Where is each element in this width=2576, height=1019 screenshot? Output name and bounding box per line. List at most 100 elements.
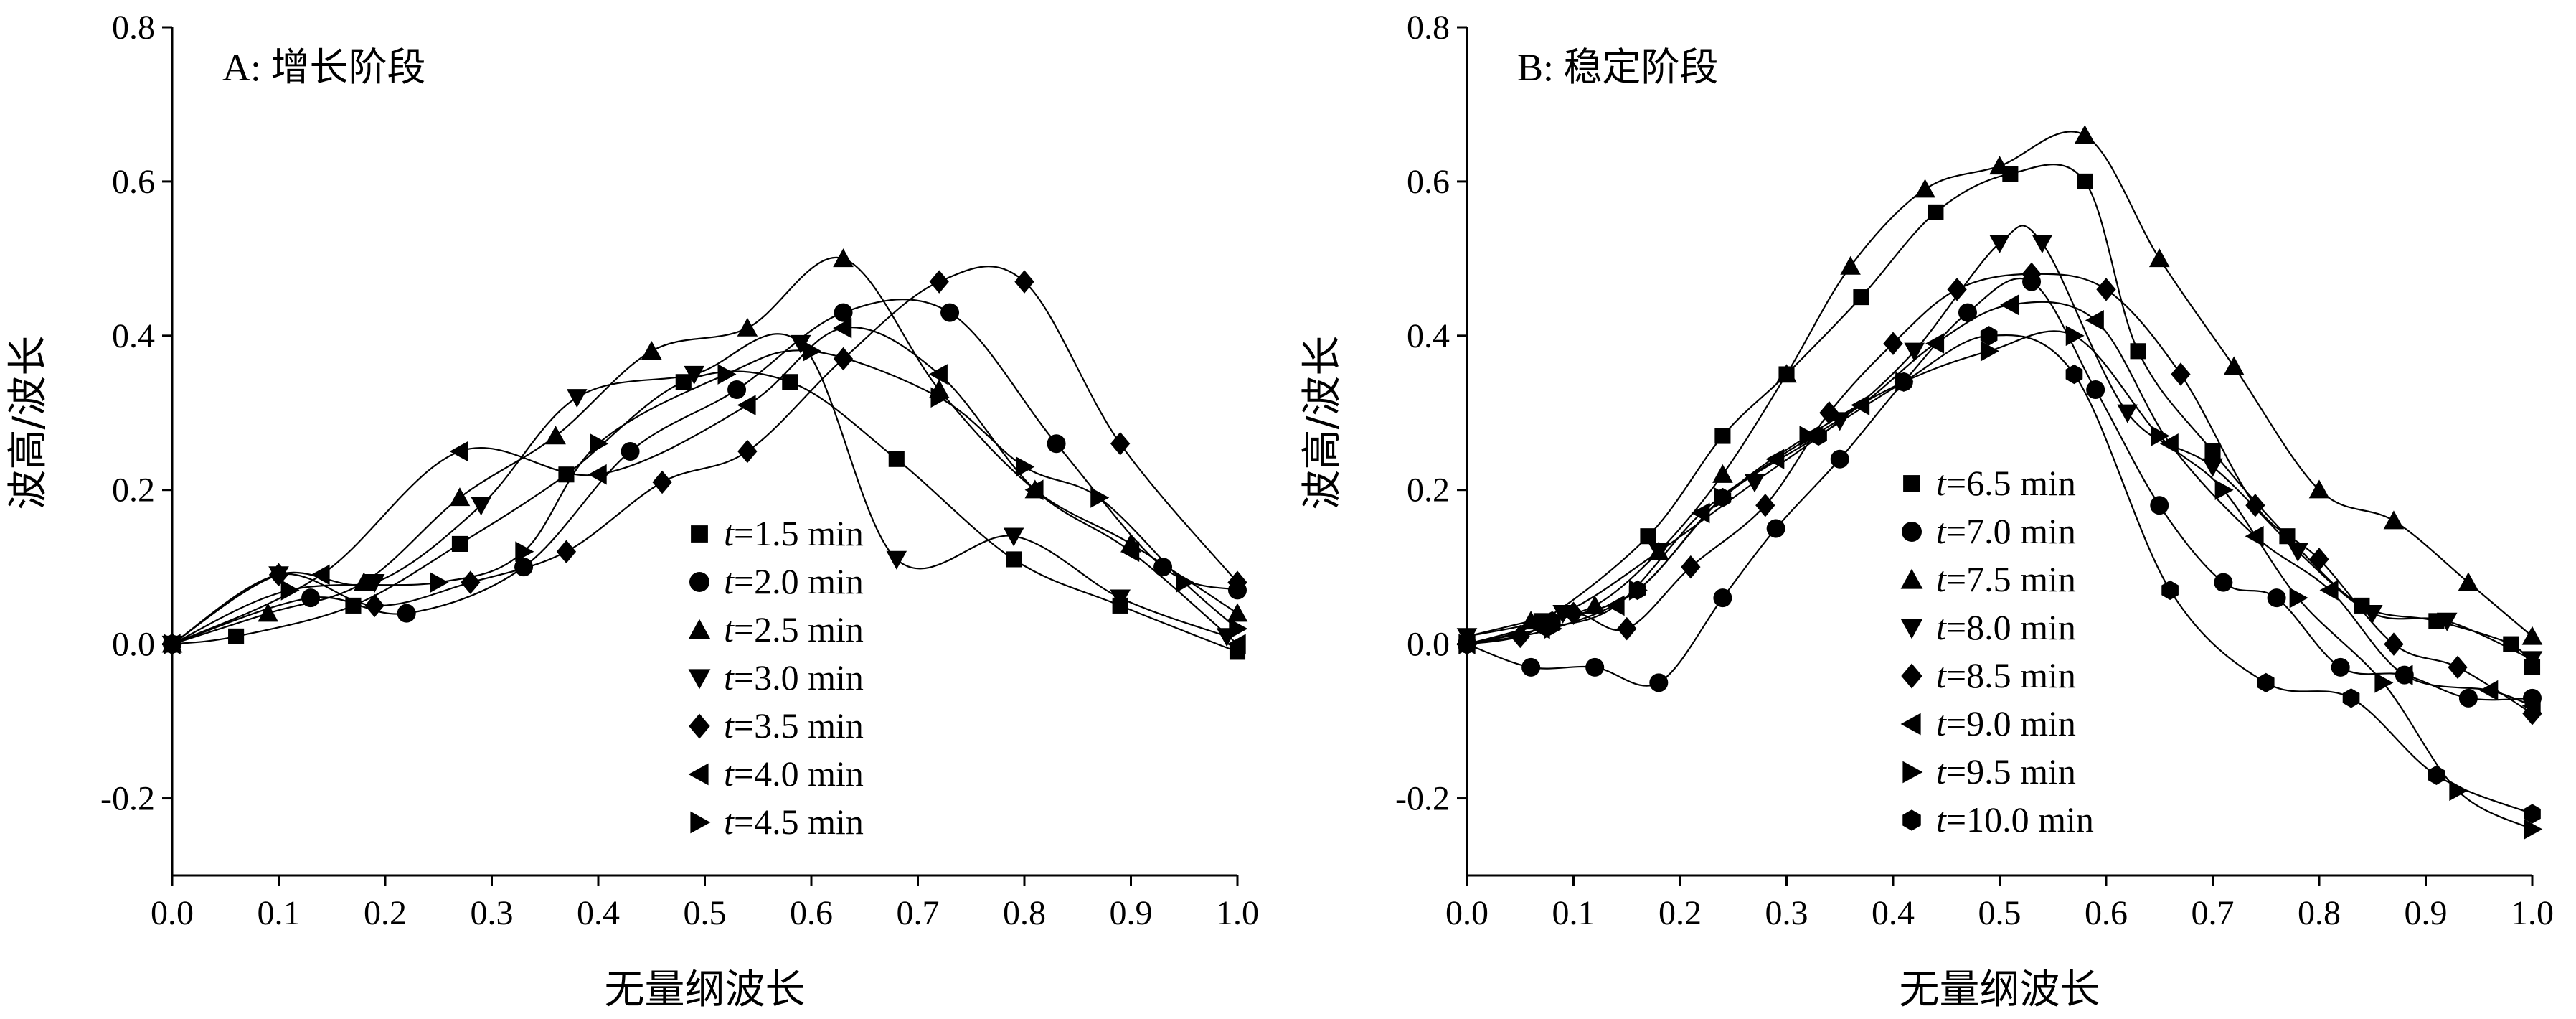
data-point xyxy=(1649,673,1669,692)
y-tick-label: -0.2 xyxy=(1395,780,1450,818)
panel-title: A: 增长阶段 xyxy=(222,46,426,89)
series-triangle-down xyxy=(161,333,1237,654)
data-point xyxy=(737,317,758,337)
data-point xyxy=(301,588,321,608)
series-line xyxy=(171,327,1238,645)
series-line xyxy=(171,349,1238,645)
data-point xyxy=(2331,657,2350,677)
legend-series-name: =3.5 min xyxy=(734,705,864,746)
data-point xyxy=(1110,589,1131,609)
data-point xyxy=(228,628,245,644)
data-point xyxy=(2308,479,2330,499)
series-line xyxy=(171,299,1238,645)
x-tick-label: 1.0 xyxy=(2511,894,2554,932)
x-tick-label: 0.2 xyxy=(364,894,407,932)
x-tick-label: 0.3 xyxy=(1765,894,1808,932)
data-point xyxy=(1947,278,1967,301)
data-point xyxy=(1521,657,1541,677)
data-point xyxy=(2214,573,2233,592)
data-point xyxy=(2223,356,2245,375)
data-point xyxy=(621,442,640,461)
data-point xyxy=(1776,364,1797,383)
legend-series-name: =1.5 min xyxy=(734,513,864,553)
data-point xyxy=(2000,294,2019,316)
x-tick-label: 0.1 xyxy=(258,894,301,932)
x-tick-label: 0.4 xyxy=(1872,894,1915,932)
data-point xyxy=(364,593,384,618)
data-point xyxy=(1691,502,1710,524)
legend-t-symbol: t xyxy=(1936,751,1947,792)
data-point xyxy=(737,395,756,415)
data-point xyxy=(717,364,737,385)
data-point xyxy=(886,550,907,570)
data-point xyxy=(2202,458,2223,477)
legend-item: t=3.5 min xyxy=(689,705,864,746)
legend-item: t=7.5 min xyxy=(1900,559,2076,599)
legend-item: t=8.0 min xyxy=(1900,607,2076,647)
legend-label: t=6.5 min xyxy=(1936,463,2076,503)
data-point xyxy=(430,572,449,593)
data-point xyxy=(1227,603,1248,622)
data-point xyxy=(397,604,416,623)
data-point xyxy=(2148,248,2170,268)
x-tick-label: 1.0 xyxy=(1216,894,1259,932)
legend-marker xyxy=(1902,522,1922,542)
panel-b: 0.0 0.1 0.2 0.3 0.4 0.5 0.6 0.7 0.8 0.9 1.0 -0.2 0.0… xyxy=(1299,9,2554,1013)
series-square xyxy=(1458,164,2541,675)
x-tick-label: 0.4 xyxy=(577,894,620,932)
data-point xyxy=(2383,510,2405,530)
x-tick-label: 0.6 xyxy=(2085,894,2128,932)
data-point xyxy=(449,487,471,507)
y-tick-label: 0.6 xyxy=(112,163,155,201)
legend-item: t=2.5 min xyxy=(688,609,864,649)
data-point xyxy=(2394,665,2413,685)
y-axis-title: 波高/波长 xyxy=(1299,336,1346,510)
y-tick-label: 0.0 xyxy=(112,626,155,664)
data-point xyxy=(1014,270,1034,294)
data-point xyxy=(1585,657,1605,677)
x-tick-label: 0.8 xyxy=(2298,894,2341,932)
legend-t-symbol: t xyxy=(724,513,735,553)
legend-series-name: =6.5 min xyxy=(1946,463,2076,503)
legend-label: t=10.0 min xyxy=(1936,799,2094,840)
data-point xyxy=(1681,555,1701,579)
x-axis-title: 无量纲波长 xyxy=(605,967,806,1013)
legend-item: t=9.0 min xyxy=(1900,703,2076,743)
data-point xyxy=(354,572,374,591)
legend-t-symbol: t xyxy=(1936,511,1947,551)
data-point xyxy=(888,451,905,467)
data-point xyxy=(1928,204,1944,220)
data-point xyxy=(514,558,534,577)
legend-marker xyxy=(1902,761,1923,784)
data-point xyxy=(2289,587,2308,609)
x-tick-label: 0.8 xyxy=(1003,894,1046,932)
data-point xyxy=(1925,333,1945,354)
data-point xyxy=(1980,341,1999,362)
data-point xyxy=(588,464,607,485)
data-point xyxy=(2130,343,2146,360)
data-point xyxy=(1904,342,1925,362)
data-point xyxy=(311,564,330,586)
data-point xyxy=(1819,401,1839,425)
data-point xyxy=(1883,332,1903,355)
data-point xyxy=(1227,570,1247,594)
legend-label: t=9.0 min xyxy=(1936,703,2076,743)
data-point xyxy=(1915,179,1935,198)
legend-series-name: =4.5 min xyxy=(734,802,864,842)
legend-marker xyxy=(688,669,711,690)
data-point xyxy=(2117,404,2138,423)
data-point xyxy=(803,341,822,362)
legend-item: t=3.0 min xyxy=(688,657,864,698)
legend-label: t=4.5 min xyxy=(724,802,864,842)
data-point xyxy=(164,634,183,654)
series-line xyxy=(171,266,1238,645)
data-point xyxy=(1755,493,1775,517)
legend-label: t=2.0 min xyxy=(724,561,864,601)
data-point xyxy=(2151,426,2170,446)
data-point xyxy=(1628,580,1646,601)
data-point xyxy=(2362,604,2383,624)
y-tick-label: 0.2 xyxy=(112,471,155,510)
legend-t-symbol: t xyxy=(724,561,735,601)
legend-t-symbol: t xyxy=(1936,655,1947,695)
